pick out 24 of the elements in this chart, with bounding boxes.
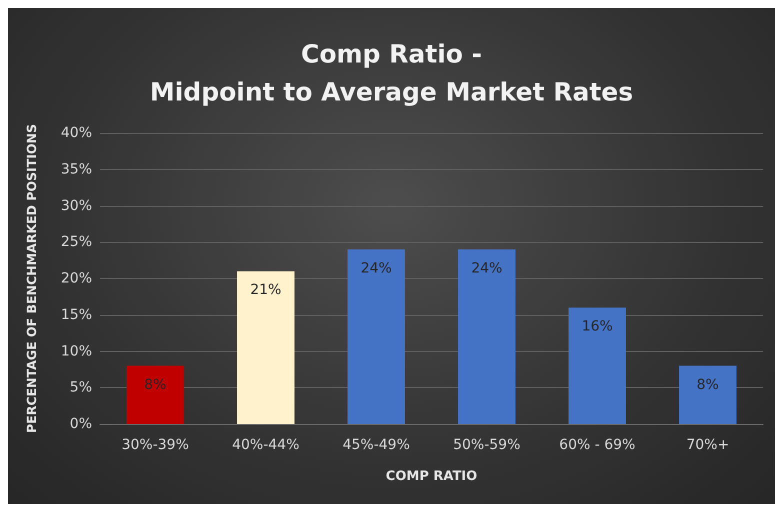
y-tick-label: 15%	[60, 306, 92, 323]
data-label: 16%	[582, 318, 613, 335]
x-axis-title: COMP RATIO	[386, 469, 478, 484]
y-tick-label: 5%	[70, 380, 92, 396]
x-tick-label: 50%-59%	[453, 437, 520, 453]
y-tick-label: 10%	[60, 343, 92, 360]
x-tick-label: 30%-39%	[122, 437, 189, 453]
y-tick-label: 0%	[70, 416, 92, 432]
data-label: 24%	[360, 260, 392, 276]
x-tick-label: 70%+	[686, 437, 730, 453]
y-tick-label: 30%	[60, 198, 92, 214]
chart-title: Comp Ratio - Midpoint to Average Market Rates	[150, 40, 634, 106]
data-label: 8%	[696, 376, 719, 393]
y-tick-label: 40%	[60, 125, 92, 141]
x-tick-label: 40%-44%	[232, 437, 300, 453]
x-tick-label: 60% - 69%	[559, 437, 636, 453]
data-label: 8%	[144, 376, 166, 393]
y-tick-label: 35%	[60, 161, 92, 178]
data-label: 24%	[471, 260, 502, 276]
x-tick-label: 45%-49%	[342, 437, 410, 453]
data-label: 21%	[250, 282, 282, 298]
y-tick-label: 25%	[60, 234, 92, 250]
y-tick-label: 20%	[60, 270, 92, 286]
y-axis-title: PERCENTAGE OF BENCHMARKED POSITIONS	[24, 124, 39, 433]
